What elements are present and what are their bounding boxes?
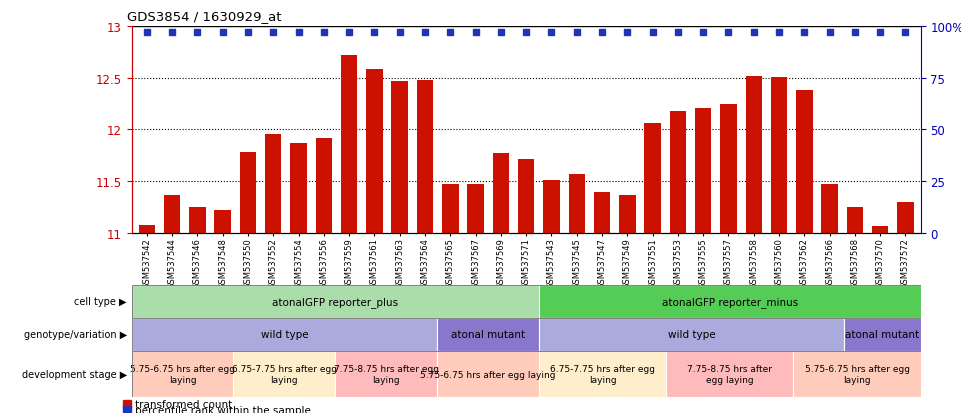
Bar xyxy=(796,91,813,233)
Bar xyxy=(594,192,610,233)
Text: atonal mutant: atonal mutant xyxy=(846,330,920,339)
Bar xyxy=(645,124,661,233)
Bar xyxy=(189,208,206,233)
Bar xyxy=(442,185,458,233)
Text: GDS3854 / 1630929_at: GDS3854 / 1630929_at xyxy=(127,10,282,23)
Bar xyxy=(720,104,737,233)
Text: wild type: wild type xyxy=(668,330,715,339)
Bar xyxy=(794,351,921,397)
Bar xyxy=(695,108,711,233)
Text: percentile rank within the sample: percentile rank within the sample xyxy=(136,405,311,413)
Text: development stage ▶: development stage ▶ xyxy=(21,369,127,379)
Bar xyxy=(341,56,357,233)
Bar xyxy=(746,76,762,233)
Text: atonal mutant: atonal mutant xyxy=(451,330,525,339)
Text: 5.75-6.75 hrs after egg
laying: 5.75-6.75 hrs after egg laying xyxy=(130,365,235,384)
Bar xyxy=(539,285,921,318)
Bar xyxy=(366,70,382,233)
Bar xyxy=(518,160,534,233)
Text: genotype/variation ▶: genotype/variation ▶ xyxy=(24,330,127,339)
Text: 5.75-6.75 hrs after egg laying: 5.75-6.75 hrs after egg laying xyxy=(420,370,555,379)
Bar xyxy=(132,285,539,318)
Bar xyxy=(670,112,686,233)
Bar xyxy=(290,144,307,233)
Text: atonalGFP reporter_plus: atonalGFP reporter_plus xyxy=(272,296,398,307)
Text: cell type ▶: cell type ▶ xyxy=(74,297,127,306)
Text: 7.75-8.75 hrs after
egg laying: 7.75-8.75 hrs after egg laying xyxy=(687,365,773,384)
Bar xyxy=(138,225,155,233)
Bar xyxy=(822,185,838,233)
Text: 5.75-6.75 hrs after egg
laying: 5.75-6.75 hrs after egg laying xyxy=(804,365,909,384)
Bar xyxy=(493,154,509,233)
Text: wild type: wild type xyxy=(260,330,308,339)
Bar xyxy=(845,318,921,351)
Bar xyxy=(132,318,437,351)
Bar xyxy=(164,195,181,233)
Bar xyxy=(619,195,635,233)
Bar xyxy=(265,134,282,233)
Bar xyxy=(335,351,437,397)
Bar xyxy=(214,211,231,233)
Bar xyxy=(234,351,335,397)
Bar xyxy=(239,153,257,233)
Bar xyxy=(771,78,787,233)
Bar xyxy=(437,351,539,397)
Bar xyxy=(898,202,914,233)
Bar xyxy=(315,138,333,233)
Text: 6.75-7.75 hrs after egg
laying: 6.75-7.75 hrs after egg laying xyxy=(232,365,337,384)
Bar xyxy=(539,318,845,351)
Text: 7.75-8.75 hrs after egg
laying: 7.75-8.75 hrs after egg laying xyxy=(333,365,438,384)
Bar xyxy=(417,81,433,233)
Bar xyxy=(539,351,666,397)
Bar xyxy=(543,181,559,233)
Text: transformed count: transformed count xyxy=(136,399,233,409)
Bar xyxy=(872,226,888,233)
Bar xyxy=(467,185,483,233)
Bar xyxy=(132,351,234,397)
Bar xyxy=(847,208,863,233)
Bar xyxy=(666,351,794,397)
Bar xyxy=(437,318,539,351)
Bar xyxy=(569,174,585,233)
Bar xyxy=(391,81,407,233)
Text: atonalGFP reporter_minus: atonalGFP reporter_minus xyxy=(661,296,798,307)
Text: 6.75-7.75 hrs after egg
laying: 6.75-7.75 hrs after egg laying xyxy=(550,365,655,384)
